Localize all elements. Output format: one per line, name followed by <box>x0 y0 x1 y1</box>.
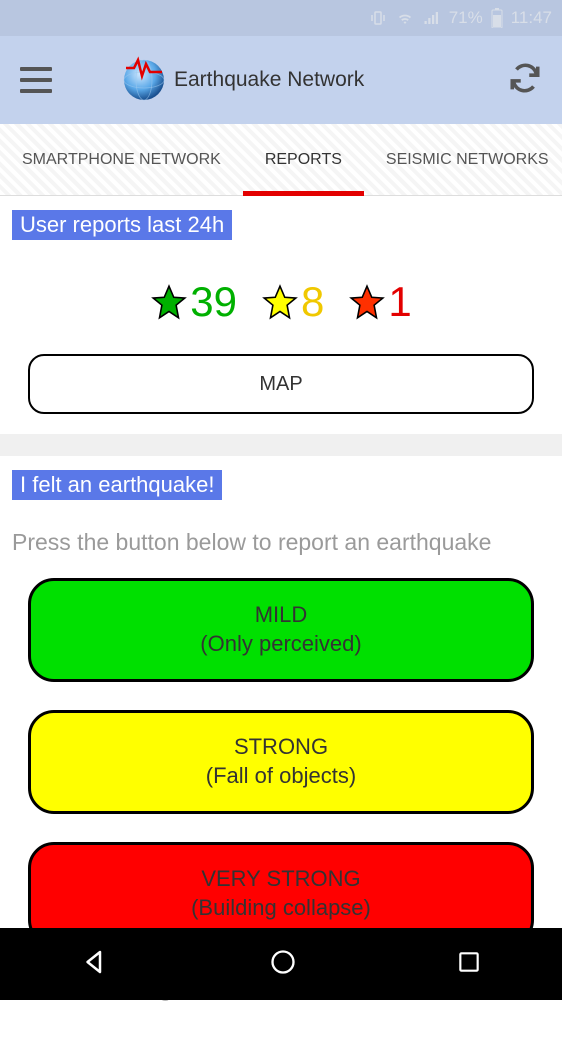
strong-title: STRONG <box>234 733 328 762</box>
app-logo-title: Earthquake Network <box>120 54 364 107</box>
tab-bar: SMARTPHONE NETWORK REPORTS SEISMIC NETWO… <box>0 124 562 196</box>
very-strong-title: VERY STRONG <box>201 865 360 894</box>
nav-recent-button[interactable] <box>456 949 482 980</box>
globe-icon <box>120 54 168 107</box>
very-strong-subtitle: (Building collapse) <box>191 894 371 923</box>
vibrate-icon <box>369 9 387 27</box>
refresh-button[interactable] <box>508 61 542 100</box>
count-yellow: 8 <box>301 278 324 326</box>
clock-text: 11:47 <box>511 8 552 28</box>
stat-green: 39 <box>150 278 237 326</box>
menu-button[interactable] <box>20 67 52 93</box>
tab-reports[interactable]: REPORTS <box>243 124 364 195</box>
reports-24h-label: User reports last 24h <box>12 210 232 240</box>
felt-label: I felt an earthquake! <box>12 470 222 500</box>
status-bar: 71% 11:47 <box>0 0 562 36</box>
content-area: User reports last 24h 39 8 1 MAP I felt … <box>0 196 562 1038</box>
stat-red: 1 <box>348 278 411 326</box>
star-red-icon <box>348 283 386 321</box>
mild-button[interactable]: MILD (Only perceived) <box>28 578 534 682</box>
battery-icon <box>491 8 503 28</box>
signal-icon <box>423 9 441 27</box>
battery-text: 71% <box>449 8 483 28</box>
stat-yellow: 8 <box>261 278 324 326</box>
mild-subtitle: (Only perceived) <box>200 630 361 659</box>
tab-smartphone-network[interactable]: SMARTPHONE NETWORK <box>0 124 243 195</box>
app-bar: Earthquake Network <box>0 36 562 124</box>
tab-seismic-networks[interactable]: SEISMIC NETWORKS <box>364 124 562 195</box>
wifi-icon <box>395 9 415 27</box>
star-green-icon <box>150 283 188 321</box>
count-green: 39 <box>190 278 237 326</box>
nav-back-button[interactable] <box>80 947 110 982</box>
strong-subtitle: (Fall of objects) <box>206 762 356 791</box>
mild-title: MILD <box>255 601 308 630</box>
felt-instruction: Press the button below to report an eart… <box>12 528 550 558</box>
nav-bar <box>0 928 562 1000</box>
count-red: 1 <box>388 278 411 326</box>
strong-button[interactable]: STRONG (Fall of objects) <box>28 710 534 814</box>
nav-home-button[interactable] <box>269 948 297 981</box>
map-button[interactable]: MAP <box>28 354 534 414</box>
reports-stats: 39 8 1 <box>12 278 550 326</box>
star-yellow-icon <box>261 283 299 321</box>
section-divider <box>0 434 562 456</box>
app-title: Earthquake Network <box>174 68 364 92</box>
